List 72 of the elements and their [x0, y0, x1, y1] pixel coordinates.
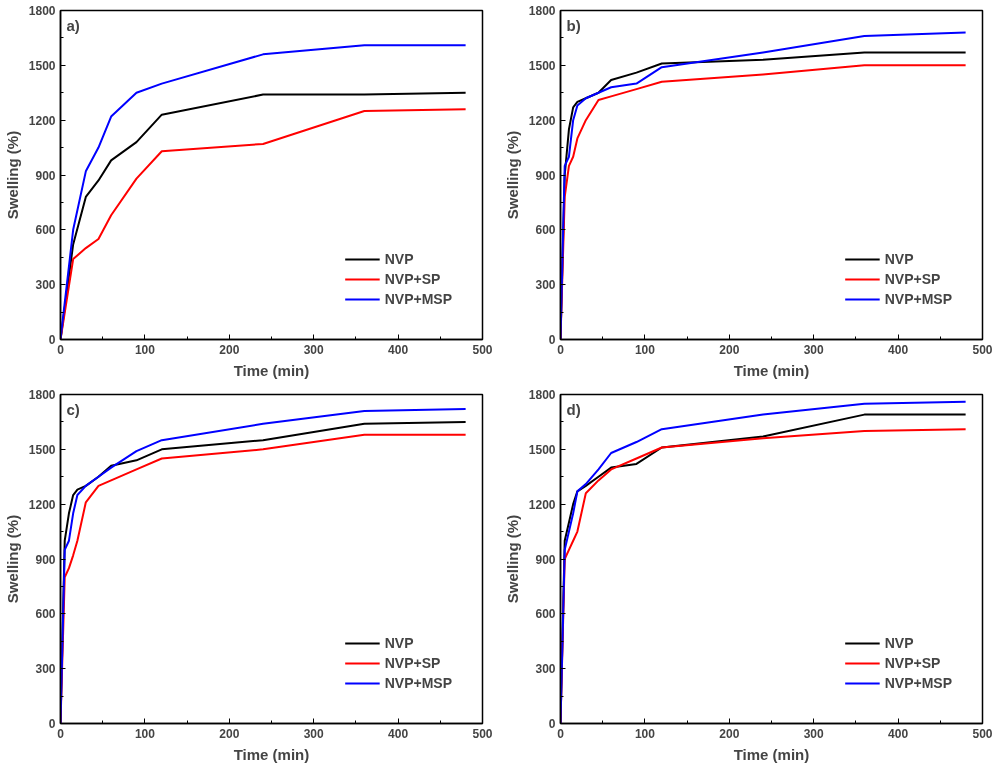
x-tick-label: 500 — [972, 342, 993, 357]
x-tick-label: 300 — [803, 342, 825, 357]
legend-label: NVP — [384, 251, 414, 267]
legend-label: NVP+SP — [384, 655, 441, 671]
y-tick-label: 1800 — [528, 4, 556, 18]
x-tick-label: 400 — [388, 726, 409, 741]
y-tick-label: 1200 — [528, 497, 556, 512]
y-axis-title: Swelling (%) — [503, 130, 521, 220]
legend-label: NVP — [384, 635, 414, 651]
x-tick-label: 500 — [472, 342, 493, 357]
x-tick-label: 300 — [303, 342, 325, 357]
y-axis-title: Swelling (%) — [3, 130, 21, 220]
legend-label: NVP+MSP — [384, 291, 452, 307]
y-tick-label: 900 — [35, 552, 56, 567]
x-tick-label: 300 — [803, 726, 825, 741]
x-tick-label: 400 — [888, 726, 909, 741]
y-tick-label: 1800 — [28, 4, 56, 18]
legend-label: NVP+MSP — [884, 291, 952, 307]
legend-label: NVP — [884, 635, 914, 651]
legend-label: NVP — [884, 251, 914, 267]
x-tick-label: 200 — [219, 342, 240, 357]
legend-label: NVP+MSP — [884, 675, 952, 691]
y-tick-label: 600 — [35, 223, 56, 238]
y-tick-label: 300 — [535, 662, 556, 677]
y-tick-label: 1500 — [528, 442, 556, 457]
annotation: a) — [66, 16, 80, 34]
x-tick-label: 400 — [888, 342, 909, 357]
x-tick-label: 100 — [134, 342, 156, 357]
legend-label: NVP+SP — [384, 271, 441, 287]
y-tick-label: 0 — [548, 333, 556, 347]
y-axis-title: Swelling (%) — [3, 514, 21, 604]
x-tick-label: 200 — [719, 726, 740, 741]
y-tick-label: 1500 — [528, 58, 556, 73]
y-tick-label: 300 — [35, 662, 56, 677]
annotation: d) — [566, 400, 581, 418]
y-tick-label: 1800 — [528, 388, 556, 402]
legend-label: NVP+SP — [884, 271, 941, 287]
y-tick-label: 1800 — [28, 388, 56, 402]
x-tick-label: 200 — [219, 726, 240, 741]
annotation: b) — [566, 16, 581, 34]
x-tick-label: 500 — [972, 726, 993, 741]
y-tick-label: 900 — [535, 552, 556, 567]
y-tick-label: 1200 — [528, 113, 556, 128]
x-tick-label: 100 — [634, 726, 656, 741]
y-tick-label: 900 — [35, 168, 56, 183]
x-axis-title: Time (min) — [733, 745, 810, 763]
y-tick-label: 1200 — [28, 113, 56, 128]
y-tick-label: 0 — [548, 717, 556, 731]
y-tick-label: 0 — [48, 333, 56, 347]
x-axis-title: Time (min) — [233, 361, 310, 379]
x-axis-title: Time (min) — [233, 745, 310, 763]
x-tick-label: 200 — [719, 342, 740, 357]
annotation: c) — [66, 400, 80, 418]
y-tick-label: 1500 — [28, 442, 56, 457]
y-tick-label: 0 — [48, 717, 56, 731]
x-tick-label: 100 — [634, 342, 656, 357]
x-axis-title: Time (min) — [733, 361, 810, 379]
y-axis-title: Swelling (%) — [503, 514, 521, 604]
y-tick-label: 1500 — [28, 58, 56, 73]
legend-label: NVP+MSP — [384, 675, 452, 691]
y-tick-label: 300 — [535, 278, 556, 293]
legend-label: NVP+SP — [884, 655, 941, 671]
y-tick-label: 600 — [35, 607, 56, 622]
y-tick-label: 900 — [535, 168, 556, 183]
x-tick-label: 300 — [303, 726, 325, 741]
y-tick-label: 600 — [535, 223, 556, 238]
x-tick-label: 500 — [472, 726, 493, 741]
y-tick-label: 1200 — [28, 497, 56, 512]
y-tick-label: 300 — [35, 278, 56, 293]
x-tick-label: 100 — [134, 726, 156, 741]
x-tick-label: 400 — [388, 342, 409, 357]
y-tick-label: 600 — [535, 607, 556, 622]
